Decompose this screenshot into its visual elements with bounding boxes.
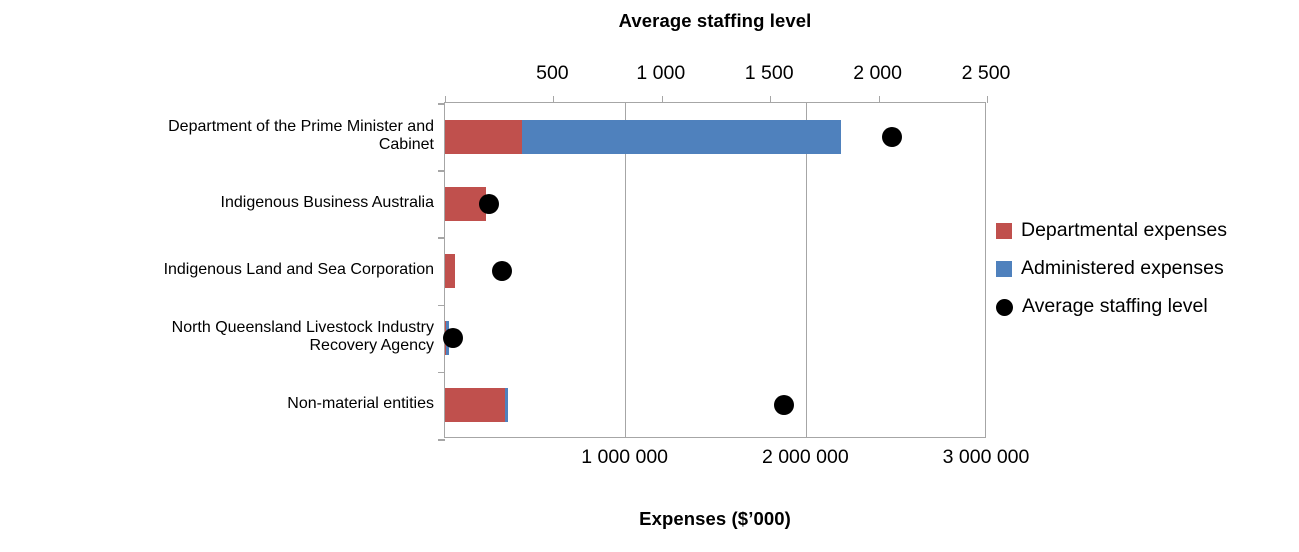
gridline-1000000	[624, 103, 627, 437]
category-label: Non-material entities	[14, 395, 434, 413]
category-label-line: Cabinet	[378, 135, 434, 153]
category-label-line: Recovery Agency	[309, 337, 434, 355]
category-axis-tick-2	[438, 237, 445, 239]
bottom-axis-tick-labels: 1 000 000 2 000 000 3 000 000	[0, 444, 1299, 470]
category-label: Indigenous Business Australia	[14, 194, 434, 212]
top-tick-label-3: 1 500	[744, 62, 794, 84]
top-tick-label-4: 2 000	[853, 62, 902, 84]
bar-segment	[445, 388, 505, 423]
gridline-2000000	[805, 103, 808, 437]
data-point-average-staffing-level	[491, 261, 512, 281]
bar-segment	[522, 119, 841, 154]
bar-segment	[445, 119, 523, 154]
legend-label: Departmental expenses	[1021, 219, 1227, 242]
top-tick-label-2: 1 000	[636, 62, 686, 84]
category-label-line: Indigenous Business Australia	[220, 193, 434, 211]
top-axis-tick-1000	[661, 96, 663, 103]
legend-item[interactable]: Departmental expenses	[996, 212, 1227, 250]
top-tick-label-5: 2 500	[961, 62, 1011, 84]
legend-square-icon	[996, 223, 1012, 239]
top-axis-tick-2500	[987, 96, 988, 103]
data-point-average-staffing-level	[881, 126, 902, 147]
category-label-line: Indigenous Land and Sea Corporation	[163, 261, 434, 278]
category-axis-tick-5	[438, 439, 445, 441]
chart-legend: Departmental expenses Administered expens…	[996, 212, 1227, 326]
data-point-average-staffing-level	[443, 328, 464, 349]
top-axis-tick-500	[553, 96, 555, 103]
bottom-tick-label-1: 1 000 000	[581, 446, 669, 468]
legend-circle-icon	[996, 298, 1013, 316]
category-axis-tick-3	[438, 304, 445, 307]
category-axis-tick-1	[438, 170, 445, 172]
category-axis-tick-0	[438, 103, 445, 105]
bar-segment	[445, 254, 456, 288]
bar-segment	[504, 388, 508, 423]
top-axis-tick-1500	[770, 96, 772, 103]
legend-square-icon	[996, 261, 1012, 277]
category-label-line: North Queensland Livestock Industry	[171, 319, 434, 337]
top-tick-label-1: 500	[536, 62, 569, 84]
bottom-axis-title: Expenses ($’000)	[639, 508, 791, 529]
data-point-average-staffing-level	[774, 395, 795, 416]
category-label-line: Department of the Prime Minister and	[168, 117, 434, 135]
category-label: Department of the Prime Minister and Cabi…	[14, 118, 434, 154]
top-axis-tick-0	[445, 96, 446, 103]
top-axis-tick-labels: 500 1 000 1 500 2 000 2 500	[0, 60, 1299, 86]
category-label-line: Non-material entities	[287, 395, 434, 413]
legend-label: Average staffing level	[1022, 295, 1208, 318]
top-axis-tick-2000	[878, 96, 880, 103]
legend-label: Administered expenses	[1021, 257, 1224, 280]
plot-area	[438, 96, 988, 441]
category-axis-labels: Department of the Prime Minister and Cabi…	[0, 102, 434, 438]
bottom-tick-label-2: 2 000 000	[761, 446, 849, 468]
category-label: North Queensland Livestock Industry Recov…	[14, 319, 434, 355]
top-axis-title: Average staffing level	[618, 10, 812, 31]
bottom-tick-label-3: 3 000 000	[942, 446, 1030, 468]
legend-item[interactable]: Average staffing level	[996, 288, 1227, 326]
data-point-average-staffing-level	[479, 193, 499, 214]
category-axis-tick-4	[438, 371, 445, 374]
legend-item[interactable]: Administered expenses	[996, 250, 1227, 288]
bar-segment	[445, 186, 486, 221]
category-label: Indigenous Land and Sea Corporation	[14, 261, 434, 279]
